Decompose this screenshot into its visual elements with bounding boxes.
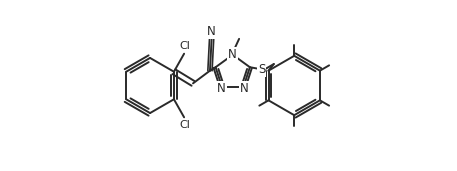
Text: S: S [258, 63, 265, 76]
Text: N: N [228, 48, 237, 61]
Text: Cl: Cl [180, 41, 191, 51]
Text: N: N [217, 82, 226, 95]
Text: Cl: Cl [180, 120, 191, 130]
Text: N: N [239, 82, 248, 95]
Text: N: N [207, 25, 216, 38]
